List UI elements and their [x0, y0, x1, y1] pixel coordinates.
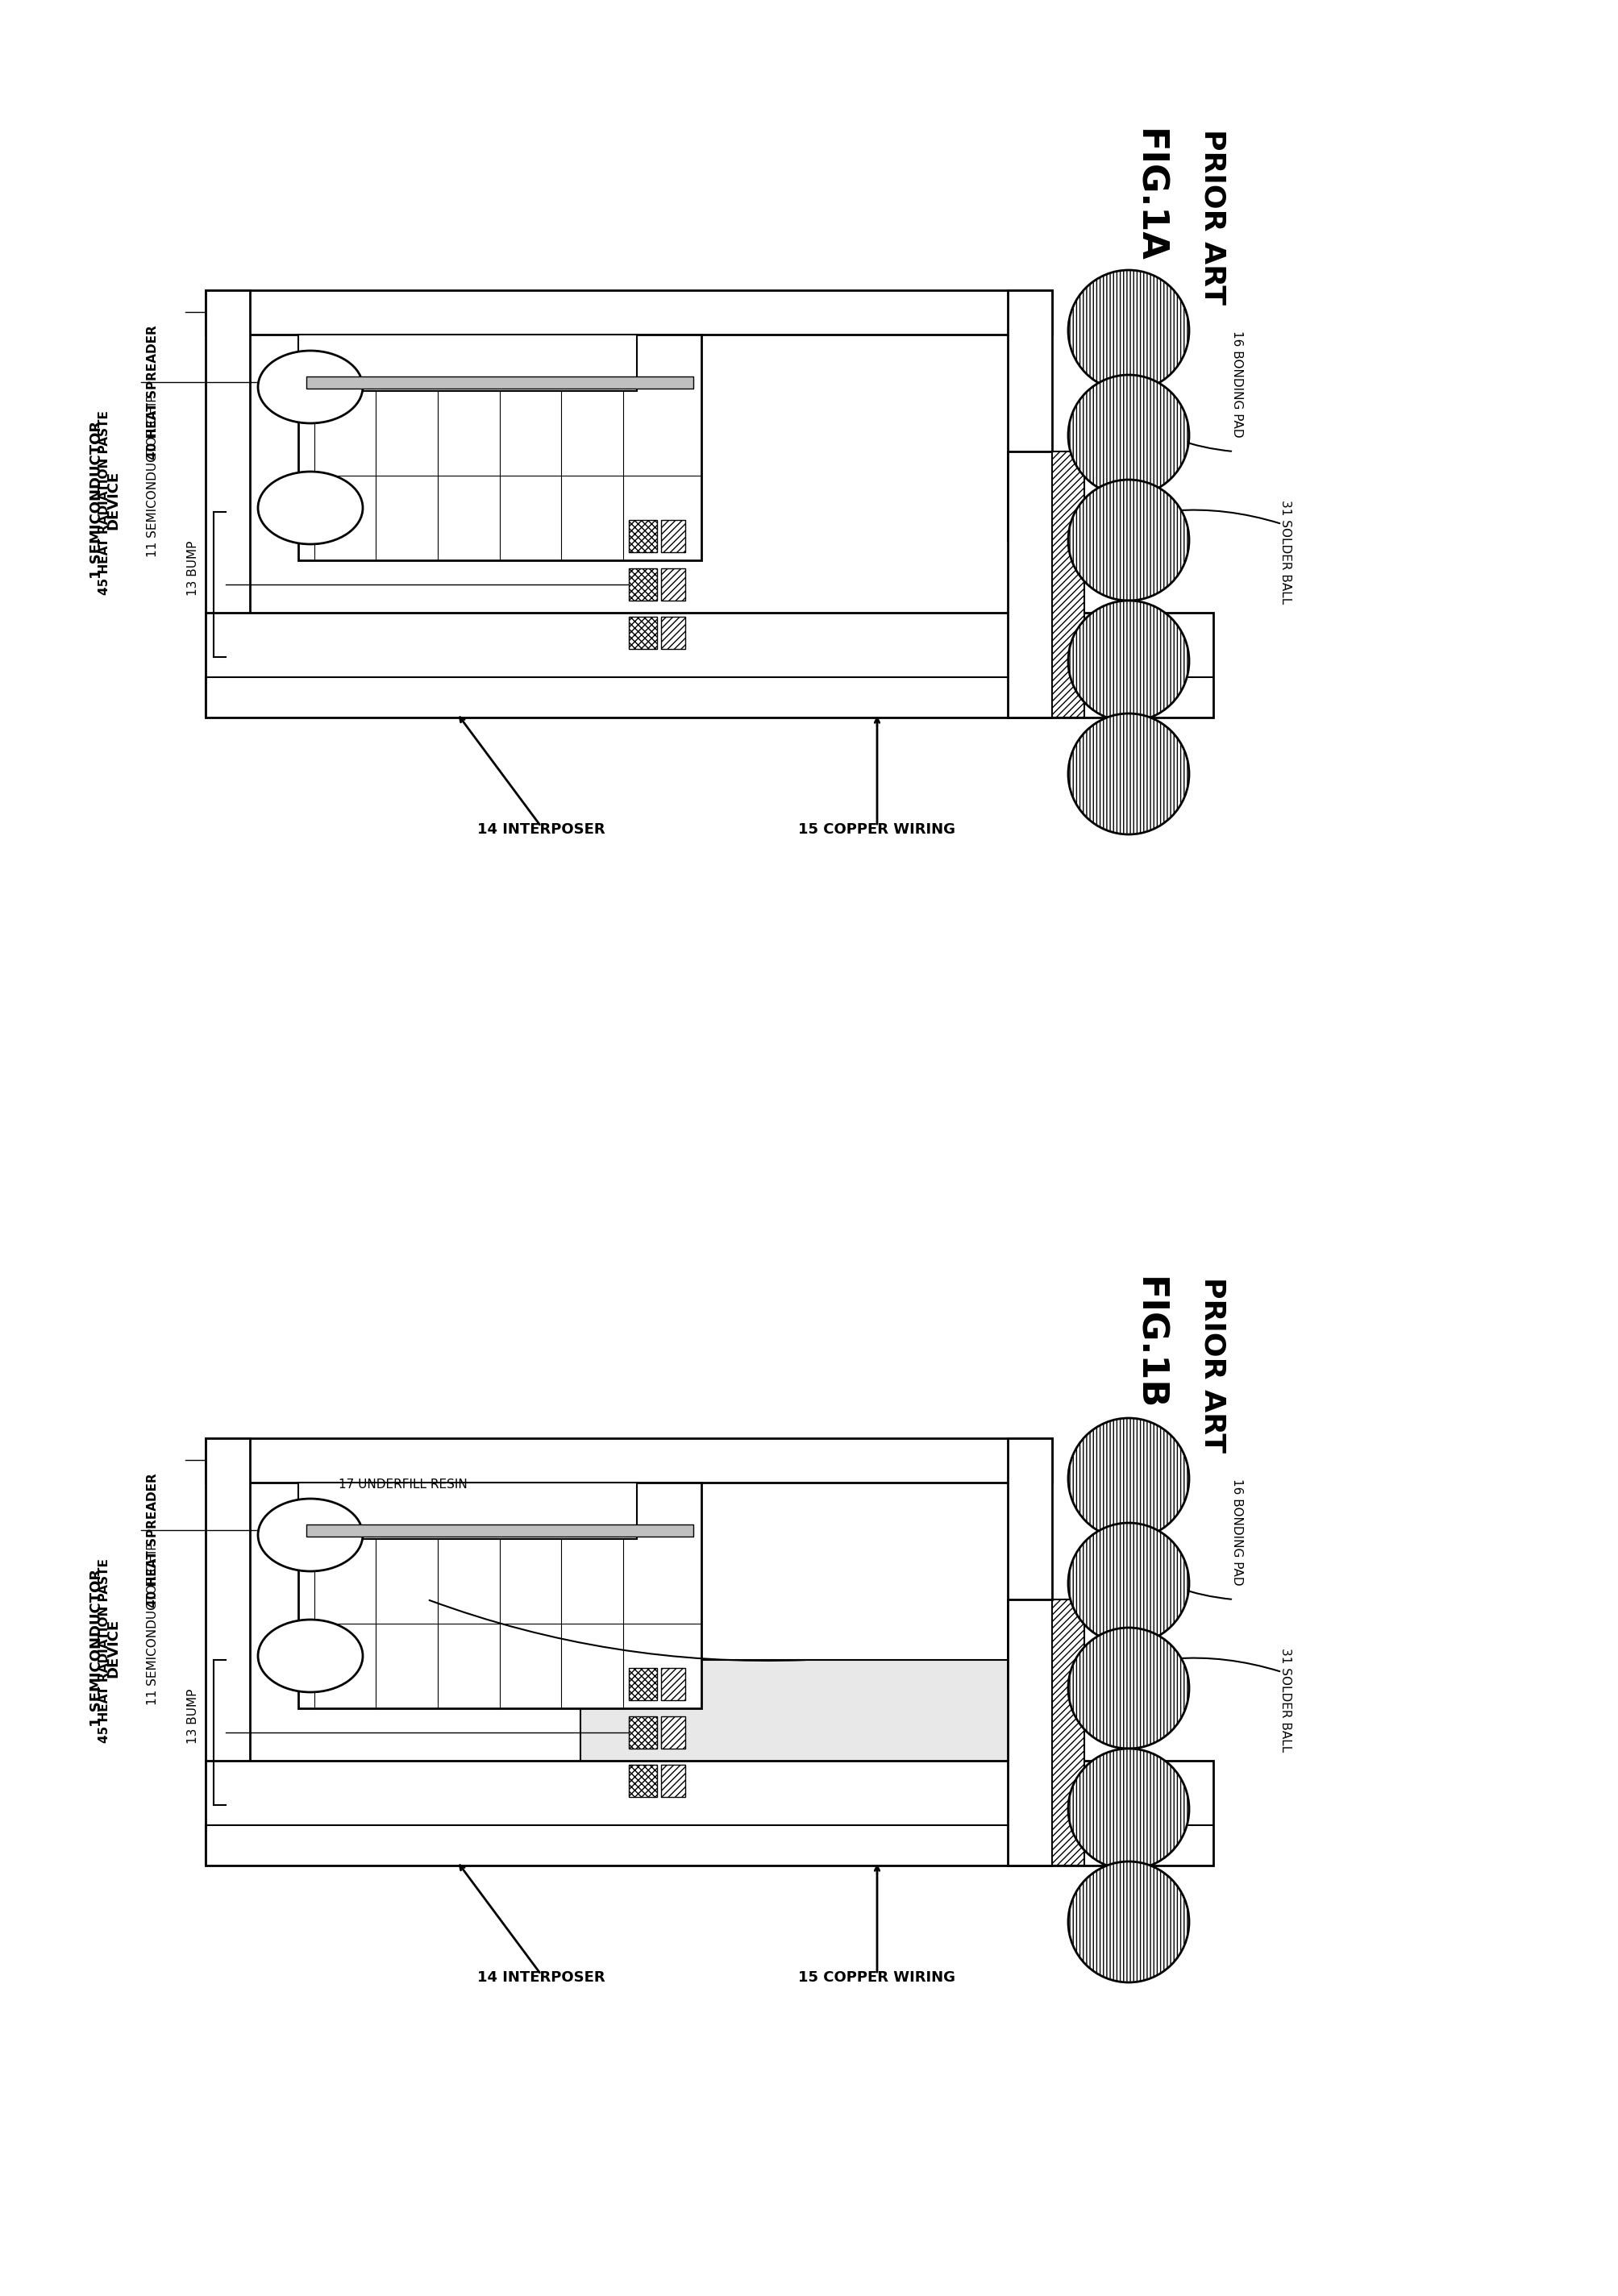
- Text: 13 BUMP: 13 BUMP: [188, 542, 199, 597]
- Bar: [629, 1766, 657, 1798]
- Bar: [629, 618, 657, 650]
- Bar: [306, 377, 694, 388]
- Text: 45 HEAT RADIATION PASTE: 45 HEAT RADIATION PASTE: [99, 411, 112, 595]
- Bar: [205, 289, 1052, 335]
- Ellipse shape: [1068, 1862, 1189, 1981]
- Text: 14 INTERPOSER: 14 INTERPOSER: [477, 822, 605, 836]
- Text: 40 HEAT SPREADER: 40 HEAT SPREADER: [147, 1474, 159, 1607]
- Text: FIG.1A: FIG.1A: [1131, 129, 1167, 262]
- Ellipse shape: [1068, 1628, 1189, 1750]
- Text: 1 SEMICONDUCTOR
DEVICE: 1 SEMICONDUCTOR DEVICE: [89, 420, 120, 579]
- Text: 16 BONDING PAD: 16 BONDING PAD: [1231, 331, 1244, 439]
- Bar: [662, 1766, 686, 1798]
- Text: 11 SEMICONDUCTOR CHIP: 11 SEMICONDUCTOR CHIP: [147, 395, 159, 558]
- Text: 15 COPPER WIRING: 15 COPPER WIRING: [799, 822, 956, 836]
- Bar: [205, 1825, 1214, 1864]
- Bar: [1008, 289, 1052, 540]
- Ellipse shape: [1068, 480, 1189, 602]
- Text: 45 HEAT RADIATION PASTE: 45 HEAT RADIATION PASTE: [99, 1559, 112, 1743]
- Text: 31 SOLDER BALL: 31 SOLDER BALL: [1280, 1649, 1291, 1752]
- Text: 14 INTERPOSER: 14 INTERPOSER: [477, 1970, 605, 1984]
- Bar: [629, 1667, 657, 1701]
- Bar: [662, 618, 686, 650]
- Bar: [662, 1717, 686, 1750]
- Bar: [629, 569, 657, 602]
- Bar: [205, 1761, 1214, 1864]
- Text: 31 SOLDER BALL: 31 SOLDER BALL: [1280, 501, 1291, 604]
- Text: 11 SEMICONDUCTOR CHIP: 11 SEMICONDUCTOR CHIP: [147, 1543, 159, 1706]
- Ellipse shape: [257, 351, 362, 422]
- Bar: [205, 1437, 249, 1857]
- Text: 17 UNDERFILL RESIN: 17 UNDERFILL RESIN: [338, 1479, 468, 1490]
- Bar: [298, 1483, 637, 1538]
- Bar: [298, 335, 701, 560]
- Bar: [205, 289, 249, 709]
- Bar: [1008, 1437, 1052, 1688]
- Bar: [205, 677, 1214, 716]
- Text: 15 COPPER WIRING: 15 COPPER WIRING: [799, 1970, 956, 1984]
- Ellipse shape: [1068, 714, 1189, 833]
- Bar: [205, 1437, 1052, 1483]
- Bar: [581, 1660, 1036, 1814]
- Bar: [662, 1667, 686, 1701]
- Bar: [298, 1483, 701, 1708]
- Bar: [662, 569, 686, 602]
- Text: 13 BUMP: 13 BUMP: [188, 1690, 199, 1745]
- Bar: [1008, 1600, 1052, 1864]
- Bar: [1052, 1600, 1084, 1864]
- Bar: [205, 613, 1214, 716]
- Text: PRIOR ART: PRIOR ART: [1199, 129, 1226, 305]
- Bar: [1052, 452, 1084, 716]
- Text: 16 BONDING PAD: 16 BONDING PAD: [1231, 1479, 1244, 1587]
- Ellipse shape: [1068, 271, 1189, 390]
- Text: 1 SEMICONDUCTOR
DEVICE: 1 SEMICONDUCTOR DEVICE: [89, 1568, 120, 1727]
- Ellipse shape: [1068, 1419, 1189, 1538]
- Text: PRIOR ART: PRIOR ART: [1199, 1277, 1226, 1453]
- Ellipse shape: [1068, 374, 1189, 496]
- Ellipse shape: [1068, 1522, 1189, 1644]
- Text: 40 HEAT SPREADER: 40 HEAT SPREADER: [147, 326, 159, 459]
- Ellipse shape: [257, 1499, 362, 1570]
- Ellipse shape: [1068, 1750, 1189, 1869]
- Ellipse shape: [1068, 602, 1189, 721]
- Bar: [298, 335, 637, 390]
- Bar: [629, 519, 657, 553]
- Bar: [662, 519, 686, 553]
- Ellipse shape: [257, 471, 362, 544]
- Bar: [306, 1525, 694, 1536]
- Text: FIG.1B: FIG.1B: [1131, 1277, 1167, 1410]
- Bar: [1008, 452, 1052, 716]
- Bar: [629, 1717, 657, 1750]
- Ellipse shape: [257, 1619, 362, 1692]
